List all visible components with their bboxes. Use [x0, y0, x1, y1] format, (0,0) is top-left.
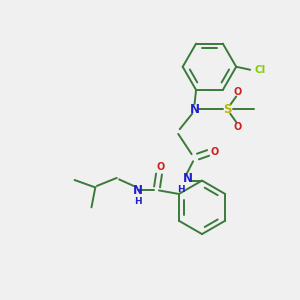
Text: H: H [134, 197, 141, 206]
Text: Cl: Cl [254, 65, 265, 75]
Text: N: N [183, 172, 193, 185]
Text: H: H [177, 185, 185, 194]
Text: N: N [133, 184, 142, 197]
Text: N: N [190, 103, 200, 116]
Text: O: O [210, 147, 219, 157]
Text: O: O [234, 87, 242, 97]
Text: O: O [234, 122, 242, 131]
Text: S: S [223, 103, 232, 116]
Text: O: O [157, 162, 165, 172]
